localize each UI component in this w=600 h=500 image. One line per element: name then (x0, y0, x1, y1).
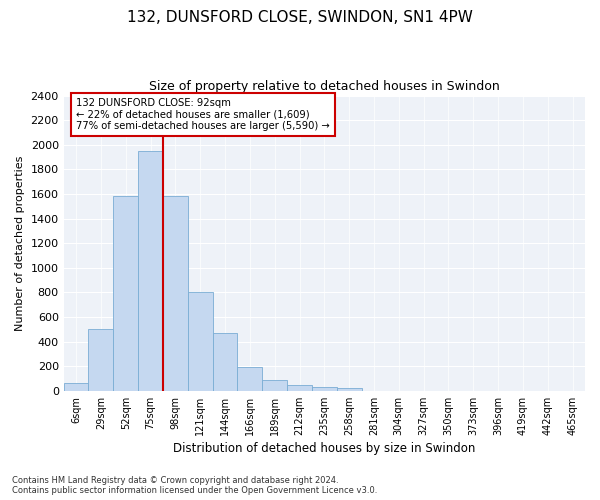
Bar (188, 292, 212, 391)
Text: Contains HM Land Registry data © Crown copyright and database right 2024.
Contai: Contains HM Land Registry data © Crown c… (12, 476, 377, 495)
Bar (212, 333, 238, 391)
Bar (262, 380, 287, 391)
Bar (88, 330, 113, 391)
Text: 132 DUNSFORD CLOSE: 92sqm
← 22% of detached houses are smaller (1,609)
77% of se: 132 DUNSFORD CLOSE: 92sqm ← 22% of detac… (76, 98, 330, 131)
Y-axis label: Number of detached properties: Number of detached properties (15, 156, 25, 331)
Title: Size of property relative to detached houses in Swindon: Size of property relative to detached ho… (149, 80, 500, 93)
Bar (163, 196, 188, 391)
Text: 132, DUNSFORD CLOSE, SWINDON, SN1 4PW: 132, DUNSFORD CLOSE, SWINDON, SN1 4PW (127, 10, 473, 25)
Bar (138, 151, 163, 391)
Bar (287, 386, 312, 391)
Bar (337, 388, 362, 391)
X-axis label: Distribution of detached houses by size in Swindon: Distribution of detached houses by size … (173, 442, 476, 455)
Bar (312, 387, 337, 391)
Bar (64, 384, 88, 391)
Bar (113, 196, 138, 391)
Bar (238, 368, 262, 391)
